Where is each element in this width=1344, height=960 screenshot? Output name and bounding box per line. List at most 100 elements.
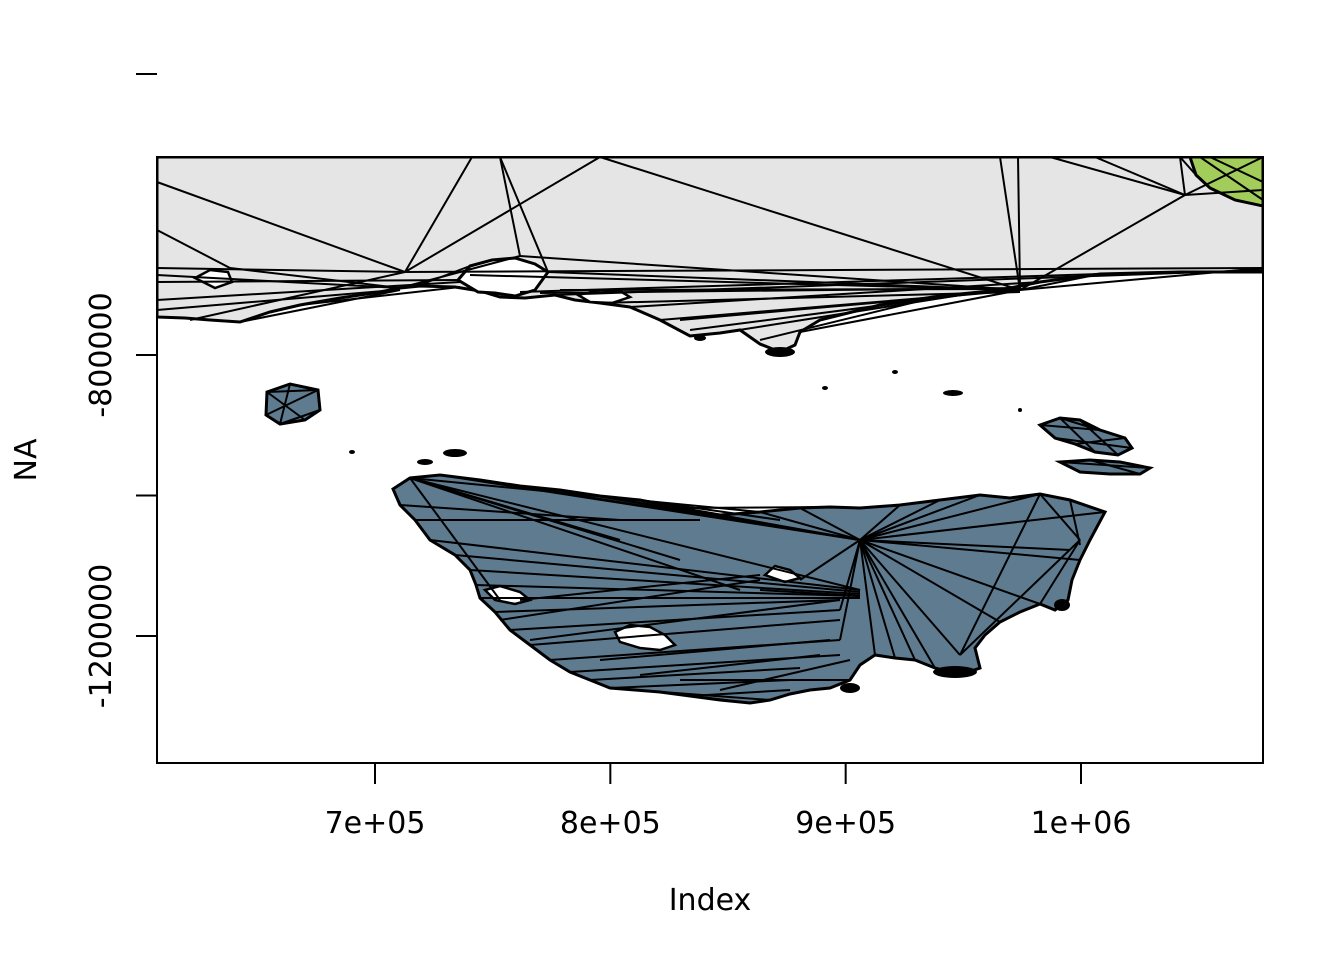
mesh-edge — [499, 157, 521, 257]
mesh-edge — [299, 286, 461, 306]
mesh-edge — [1019, 273, 1101, 291]
mesh-edge — [475, 584, 861, 597]
mesh-edge — [759, 589, 861, 597]
mesh-edge — [519, 574, 761, 601]
mesh-edge — [959, 539, 1081, 656]
mesh-edge — [689, 689, 791, 697]
mesh-edge — [399, 255, 521, 289]
mesh-edge — [454, 554, 861, 593]
y-axis-label: NA — [9, 438, 44, 481]
mesh-edge — [1039, 539, 1081, 605]
mesh-edge — [639, 654, 821, 676]
mesh-edge — [1079, 419, 1119, 456]
mesh-edge — [589, 667, 801, 681]
mesh-edge — [859, 539, 1041, 605]
mesh-edge — [409, 477, 861, 591]
mesh-edge — [1209, 157, 1263, 183]
mesh-edge — [859, 493, 1041, 541]
mesh-edge — [859, 494, 981, 541]
mesh-edge — [1049, 157, 1186, 196]
mesh-edge — [1199, 157, 1263, 201]
mesh-edge — [1054, 437, 1133, 449]
y-tick-label: -800000 — [84, 292, 119, 417]
mesh-edge — [859, 539, 1071, 551]
mesh-edge — [529, 599, 841, 641]
mesh-edge — [679, 506, 831, 509]
x-axis-label: Index — [669, 883, 752, 918]
mesh-edge — [404, 157, 473, 273]
mesh-edge — [554, 269, 1263, 296]
mesh-edge — [639, 499, 781, 521]
mesh-edge — [859, 539, 961, 656]
king-island-mesh — [265, 383, 321, 425]
mesh-edge — [1039, 493, 1081, 541]
x-tick-label: 9e+05 — [795, 806, 896, 841]
mainland-mesh — [157, 157, 1263, 341]
mesh-edge — [469, 274, 1021, 291]
mesh-edge — [559, 288, 1021, 291]
mesh-edge — [799, 507, 861, 541]
mesh-edge — [499, 157, 549, 273]
mesh-edge — [494, 599, 841, 613]
y-tick-label: -1200000 — [84, 564, 119, 708]
mesh-edge — [1019, 194, 1186, 291]
mesh-edge — [859, 499, 941, 541]
plot-frame — [156, 156, 1264, 764]
mesh-edge — [859, 539, 936, 669]
mesh-edge — [1019, 267, 1263, 291]
mesh-edge — [419, 265, 471, 286]
mesh-edge — [859, 539, 1001, 623]
mesh-edge — [265, 389, 319, 416]
mesh-edge — [859, 539, 1081, 561]
tasmania-mesh — [399, 474, 1106, 704]
mesh-edge — [519, 255, 1021, 291]
mesh-edge — [279, 383, 291, 425]
mesh-edge — [157, 229, 231, 269]
mesh-edge — [157, 181, 406, 273]
mesh-edge — [499, 579, 761, 621]
mesh-edge — [599, 639, 831, 661]
mainland-region — [157, 157, 1263, 354]
mesh-edge — [529, 619, 841, 646]
flinders-mesh — [1039, 417, 1151, 475]
mesh-edge — [239, 289, 401, 323]
mesh-edge — [429, 539, 861, 591]
mesh-edge — [759, 295, 941, 341]
mesh-edge — [1017, 157, 1021, 291]
mesh-edge — [469, 569, 861, 595]
mesh-edge — [1184, 157, 1263, 196]
mesh-edge — [859, 539, 916, 661]
y-axis: -800000 -1200000 — [84, 73, 157, 708]
mesh-edge — [157, 279, 461, 283]
mesh-edge — [266, 391, 306, 421]
mesh-edge — [409, 477, 741, 591]
mesh-edge — [1094, 157, 1186, 196]
mesh-edge — [509, 609, 841, 631]
mesh-edge — [409, 477, 621, 541]
x-axis: 7e+05 8e+05 9e+05 1e+06 — [325, 763, 1131, 841]
mesh-edge — [629, 281, 1041, 308]
mesh-edge — [659, 691, 751, 704]
mesh-edge — [859, 539, 876, 656]
mesh-edge — [839, 539, 861, 641]
mesh-edge — [1059, 417, 1096, 453]
mesh-edge — [1059, 417, 1126, 439]
mesh-edge — [399, 504, 621, 521]
mesh-edge — [999, 157, 1021, 291]
mesh-edge — [799, 289, 1021, 333]
mesh-edge — [1179, 157, 1186, 196]
mesh-edge — [719, 659, 851, 691]
mesh-edge — [559, 489, 861, 541]
mesh-edge — [409, 477, 501, 601]
mesh-edge — [859, 511, 1106, 541]
mesh-edge — [229, 267, 401, 289]
mesh-edge — [599, 291, 1021, 304]
mesh-edge — [959, 493, 1041, 656]
mesh-edge — [839, 539, 861, 611]
mesh-edge — [859, 539, 896, 659]
mesh-edge — [1069, 499, 1081, 546]
mesh-edge — [189, 271, 406, 321]
mesh-edge — [859, 504, 901, 541]
mesh-edge — [157, 267, 406, 273]
